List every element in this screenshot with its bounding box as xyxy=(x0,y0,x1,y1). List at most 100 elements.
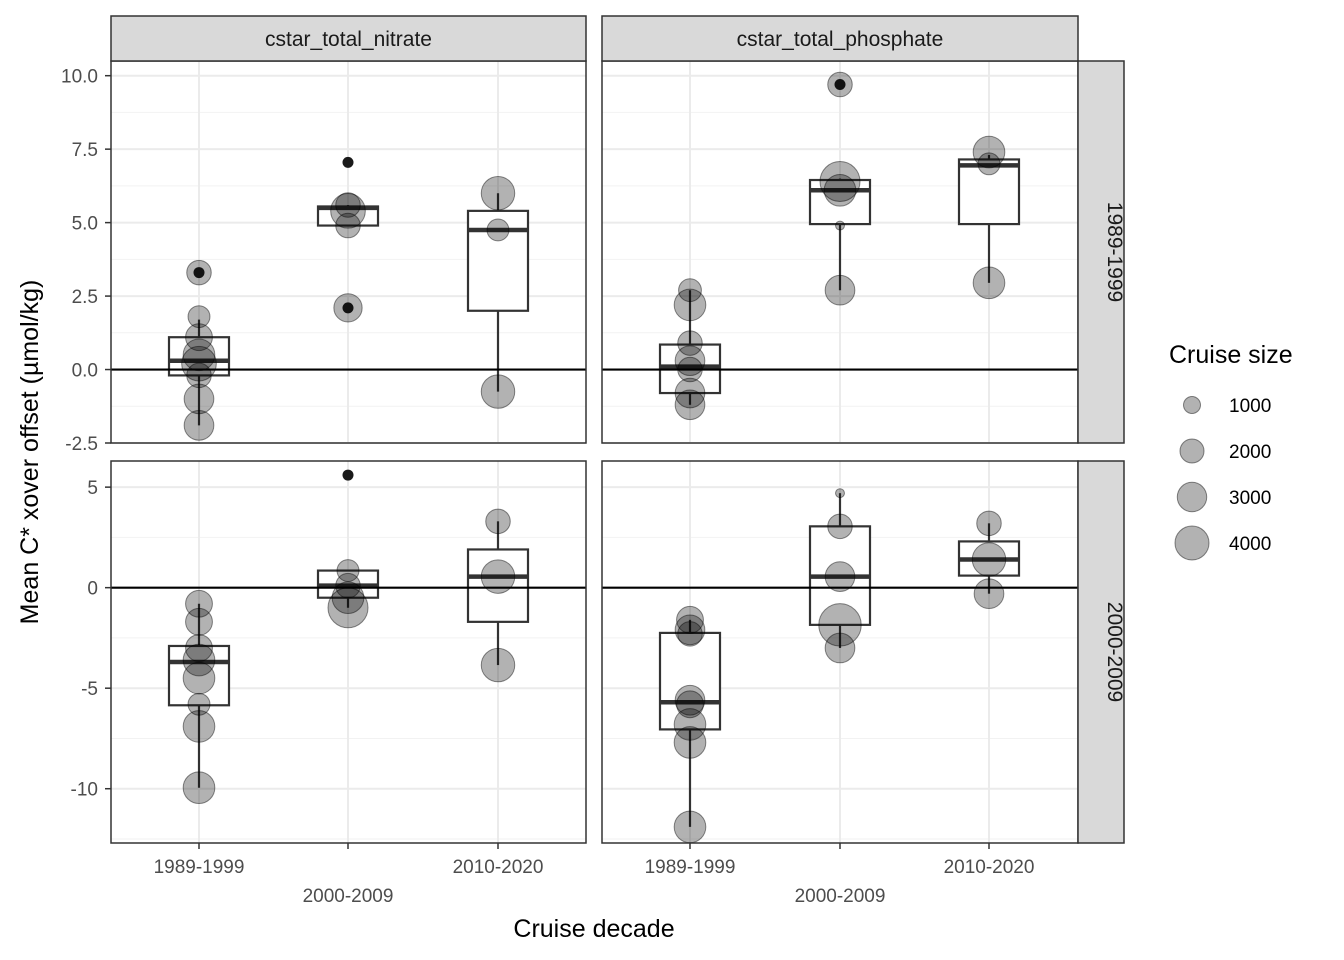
data-point xyxy=(971,542,1007,577)
data-point xyxy=(673,288,707,322)
y-tick-label: -10 xyxy=(71,780,98,801)
data-point xyxy=(674,389,706,421)
data-point xyxy=(818,603,862,647)
y-tick-label: 2.5 xyxy=(72,287,98,308)
data-point xyxy=(185,589,213,618)
data-point xyxy=(676,690,704,719)
strip-background xyxy=(1077,460,1125,844)
box-iqr xyxy=(466,209,530,312)
boxplot-2010-2020 xyxy=(466,521,530,666)
y-tick-label: -5 xyxy=(81,679,98,700)
x-axis-title: Cruise decade xyxy=(513,915,674,943)
legend-label: 2000 xyxy=(1229,442,1271,463)
data-point xyxy=(182,661,216,695)
data-point xyxy=(972,135,1006,169)
x-axis-col-1: 1989-1999 2000-2009 2010-2020 xyxy=(645,843,1035,907)
data-point xyxy=(677,330,703,356)
data-point xyxy=(973,578,1005,610)
data-point xyxy=(673,810,707,844)
panel-cstar_total_nitrate-2000-2009 xyxy=(110,460,587,844)
y-tick-label: 0 xyxy=(87,579,98,600)
data-point xyxy=(327,587,369,629)
data-point xyxy=(182,771,216,805)
y-tick-label: 0.0 xyxy=(72,361,98,382)
data-point xyxy=(187,692,211,716)
x-axis-col-0: 1989-1999 2000-2009 2010-2020 xyxy=(154,843,544,907)
strip-label: 1989-1999 xyxy=(1103,202,1126,302)
data-point xyxy=(835,220,845,231)
legend-label: 4000 xyxy=(1229,534,1271,555)
data-point xyxy=(824,561,856,592)
data-point xyxy=(823,173,857,207)
x-tick-label: 2010-2020 xyxy=(453,857,544,878)
outlier-point xyxy=(342,469,354,481)
outlier-point xyxy=(834,79,846,91)
strip-background xyxy=(110,15,587,62)
data-point xyxy=(819,160,861,202)
data-point xyxy=(674,377,706,409)
data-point xyxy=(674,345,706,377)
data-point xyxy=(827,71,853,98)
boxplot-2010-2020 xyxy=(466,193,530,392)
y-axis-row-1: -10 -5 0 5 xyxy=(71,478,111,801)
box-iqr xyxy=(658,631,722,731)
y-tick-label: 10.0 xyxy=(61,67,98,88)
data-point xyxy=(480,374,516,409)
x-tick-label: 2010-2020 xyxy=(944,857,1035,878)
data-point xyxy=(835,488,845,499)
box-iqr xyxy=(167,644,231,707)
boxplot-1989-1999 xyxy=(658,619,722,827)
data-point xyxy=(183,410,215,441)
size-legend: Cruise size 1000 2000 3000 4000 xyxy=(1169,341,1293,561)
facet-strip-cstar_total_phosphate: cstar_total_phosphate xyxy=(601,15,1079,62)
y-tick-label: -2.5 xyxy=(65,434,98,455)
strip-label: cstar_total_phosphate xyxy=(737,28,944,51)
boxplot-1989-1999 xyxy=(167,603,231,788)
data-point xyxy=(185,634,213,662)
data-point xyxy=(331,581,365,615)
legend-key-circle xyxy=(1183,396,1201,414)
panel-cstar_total_phosphate-2000-2009 xyxy=(601,460,1079,844)
outlier-point xyxy=(342,156,354,168)
data-point xyxy=(972,266,1006,300)
data-point xyxy=(335,212,361,239)
data-point xyxy=(673,726,707,759)
box-iqr xyxy=(466,548,530,623)
data-point xyxy=(335,572,361,599)
strip-background xyxy=(601,15,1079,62)
legend-label: 1000 xyxy=(1229,396,1271,417)
data-point xyxy=(335,192,361,218)
data-point xyxy=(181,345,217,382)
data-point xyxy=(480,559,516,594)
y-tick-label: 5 xyxy=(87,478,98,499)
x-tick-label: 1989-1999 xyxy=(645,857,736,878)
data-point xyxy=(182,710,216,743)
boxplot-2000-2009 xyxy=(808,493,872,648)
data-point xyxy=(676,605,704,634)
data-point xyxy=(186,259,212,286)
strip-label: 2000-2009 xyxy=(1103,602,1126,702)
boxplot-2010-2020 xyxy=(957,523,1021,594)
data-point xyxy=(182,643,216,677)
box-iqr xyxy=(957,158,1021,226)
boxplot-2010-2020 xyxy=(957,155,1021,283)
data-point xyxy=(187,305,211,329)
data-point xyxy=(185,607,213,636)
y-tick-label: 5.0 xyxy=(72,214,98,235)
panel-cstar_total_phosphate-1989-1999 xyxy=(601,60,1079,444)
data-point xyxy=(183,383,215,415)
box-iqr xyxy=(808,178,872,226)
x-tick-label: 2000-2009 xyxy=(303,886,394,907)
legend-key-circle xyxy=(1179,438,1205,464)
data-point xyxy=(330,193,366,229)
boxplot-2000-2009 xyxy=(316,156,380,314)
data-point xyxy=(824,632,856,664)
legend-label: 3000 xyxy=(1229,488,1271,509)
data-point xyxy=(677,356,703,383)
y-axis-row-0: -2.5 0.0 2.5 5.0 7.5 10.0 xyxy=(61,67,111,455)
data-point xyxy=(333,293,363,323)
data-point xyxy=(182,338,216,372)
facet-strip-row-2000-2009: 2000-2009 xyxy=(1077,460,1126,844)
data-point xyxy=(480,175,516,211)
